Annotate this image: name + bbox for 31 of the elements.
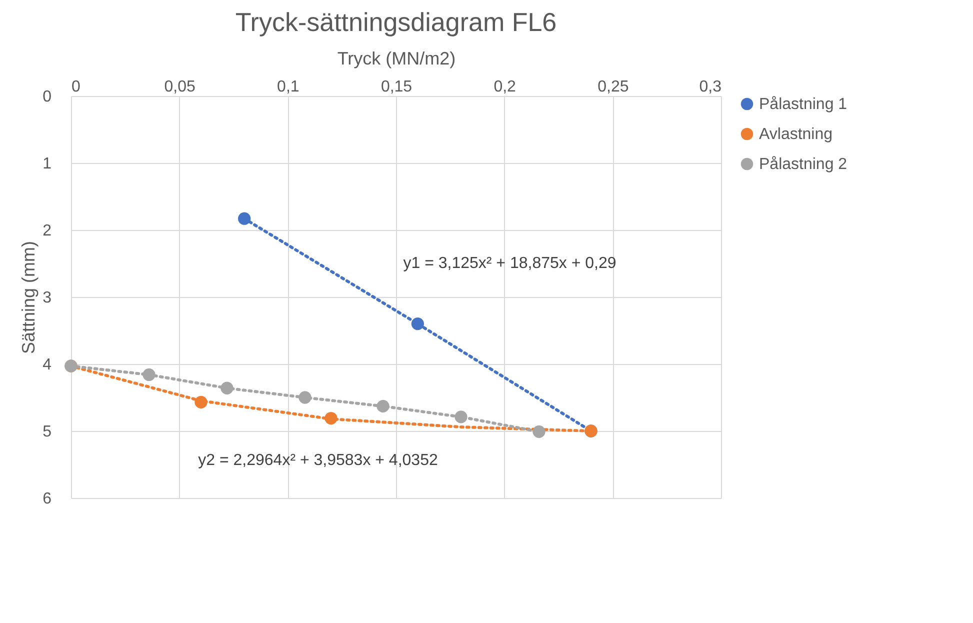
y-tick-label: 1 bbox=[42, 156, 52, 172]
point bbox=[298, 391, 312, 404]
point bbox=[238, 212, 251, 225]
y-tick-label: 5 bbox=[42, 424, 52, 440]
x-axis-title: Tryck (MN/m2) bbox=[337, 48, 456, 68]
legend-label: Avlastning bbox=[759, 126, 833, 143]
point bbox=[220, 382, 234, 394]
x-tick-label: 0,1 bbox=[277, 78, 300, 96]
legend-label: Pålastning 2 bbox=[759, 156, 848, 173]
x-tick-label: 0,3 bbox=[699, 78, 722, 96]
point bbox=[376, 400, 390, 413]
point bbox=[194, 396, 208, 409]
point bbox=[532, 425, 546, 438]
point bbox=[142, 368, 156, 382]
x-tick-label: 0,05 bbox=[164, 78, 196, 96]
chart-title: Tryck-sättningsdiagram FL6 bbox=[235, 7, 557, 37]
point bbox=[454, 410, 468, 424]
y-axis-title: Sättning (mm) bbox=[18, 240, 39, 354]
x-tick-label: 0,2 bbox=[494, 78, 516, 96]
annotation: y2 = 2,2964x² + 3,9583x + 4,0352 bbox=[198, 452, 438, 469]
x-tick-label: 0,15 bbox=[380, 78, 412, 96]
annotation: y1 = 3,125x² + 18,875x + 0,29 bbox=[403, 254, 616, 272]
point bbox=[324, 412, 338, 425]
y-tick-label: 6 bbox=[42, 490, 52, 508]
y-tick-label: 2 bbox=[42, 222, 52, 240]
y-tick-label: 4 bbox=[42, 356, 52, 374]
legend-label: Pålastning 1 bbox=[759, 96, 848, 113]
x-tick-label: 0 bbox=[72, 78, 80, 96]
x-tick-label: 0,25 bbox=[598, 78, 629, 96]
point bbox=[411, 317, 424, 330]
y-tick-label: 3 bbox=[42, 290, 52, 306]
